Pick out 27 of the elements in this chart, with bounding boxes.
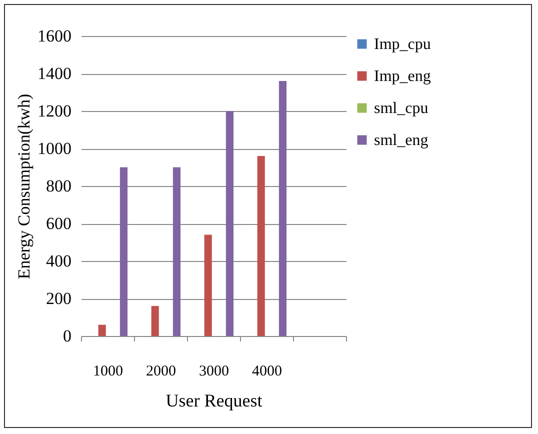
bar: [151, 306, 159, 336]
bar: [204, 234, 212, 336]
bar: [278, 81, 287, 336]
y-tick-label: 1600: [38, 26, 72, 46]
x-axis-title: User Request: [166, 390, 262, 410]
y-tick-label: 800: [46, 176, 72, 196]
y-tick-label: 1400: [38, 64, 72, 83]
legend-label: Imp_cpu: [374, 36, 431, 53]
bar: [98, 324, 106, 336]
bar: [120, 167, 128, 336]
bar: [257, 156, 265, 336]
bar: [172, 167, 181, 336]
y-tick-label: 400: [46, 252, 72, 270]
y-tick-label: 0: [63, 326, 72, 346]
y-tick-label: 200: [46, 289, 72, 308]
x-tick-label: 4000: [252, 364, 282, 380]
legend-label: Imp_eng: [374, 68, 431, 85]
x-tick-label: 3000: [199, 364, 229, 380]
bar: [226, 111, 234, 336]
x-tick-label: 2000: [146, 364, 176, 380]
y-tick-label: 1200: [38, 102, 72, 120]
x-tick-label: 1000: [93, 364, 123, 380]
y-axis-title: Energy Consumption(kwh): [14, 94, 34, 280]
legend-label: sml_eng: [374, 132, 428, 149]
y-tick-label: 1000: [38, 139, 72, 158]
legend-label: sml_cpu: [374, 100, 428, 117]
y-tick-label: 600: [46, 214, 72, 233]
